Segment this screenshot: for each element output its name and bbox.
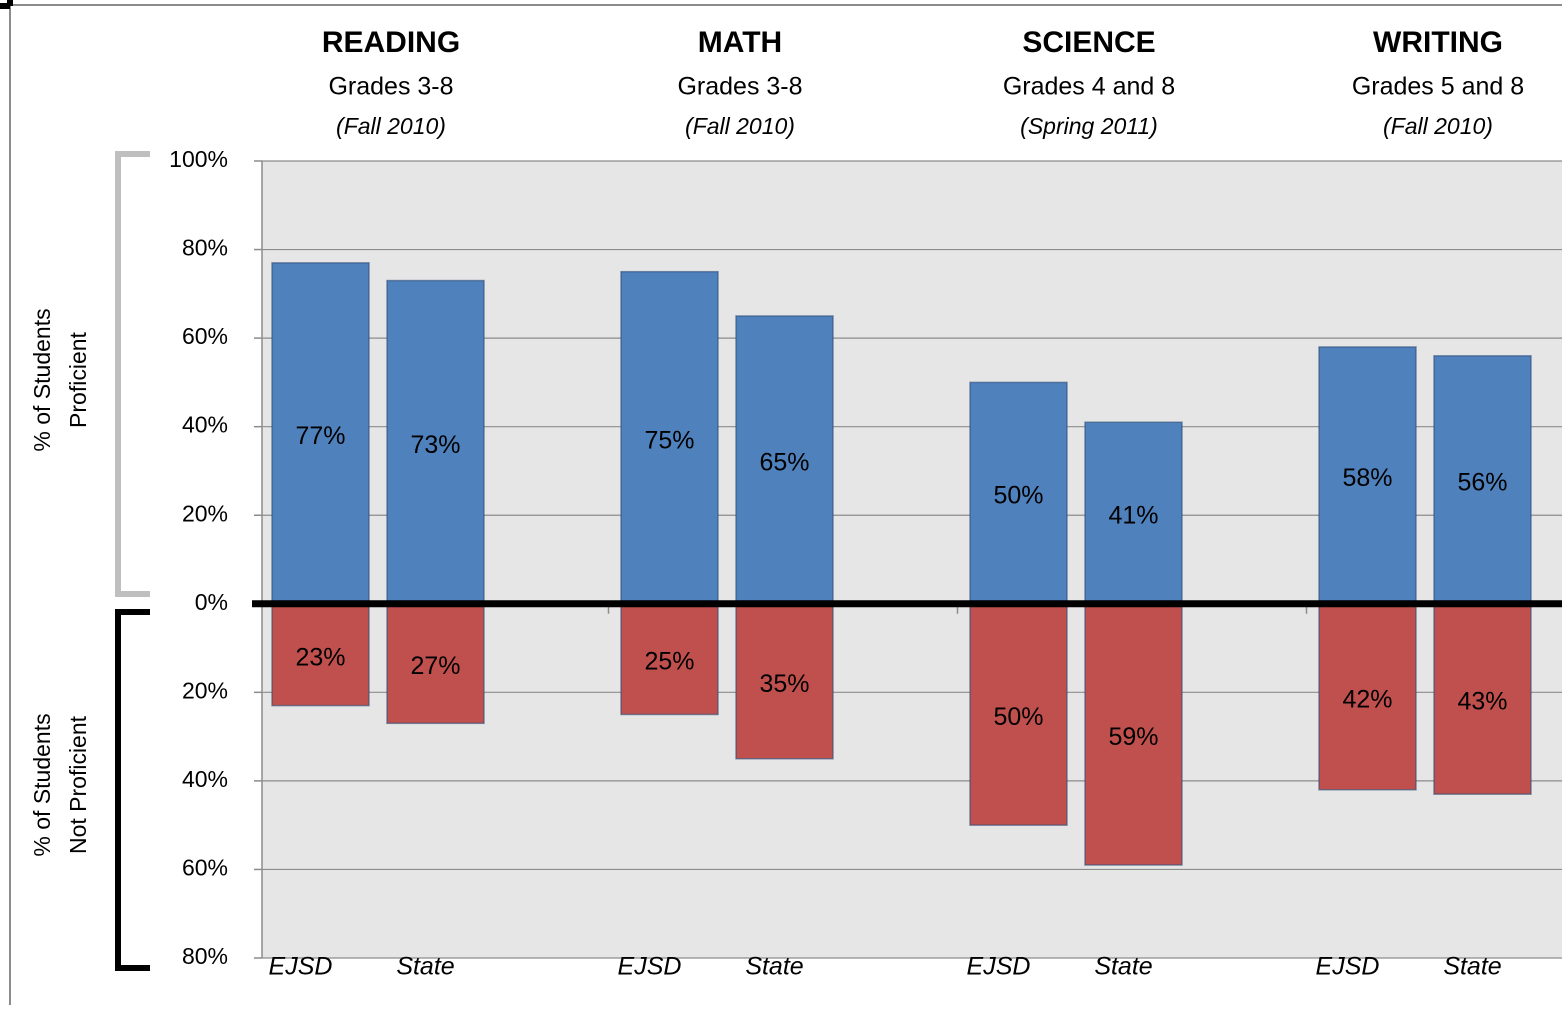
x-tick-label: EJSD <box>618 953 682 981</box>
y-tick-label: 100% <box>169 146 228 172</box>
group-period: (Fall 2010) <box>1383 113 1493 139</box>
bar <box>735 603 834 760</box>
bar <box>386 279 485 605</box>
bracket-top <box>115 151 150 597</box>
y-label-top: % of Students Proficient <box>29 308 91 451</box>
value-label: 27% <box>410 652 460 680</box>
value-label: 65% <box>759 448 809 476</box>
bar <box>1433 355 1532 605</box>
group-period: (Fall 2010) <box>685 113 795 139</box>
group-subject: WRITING <box>1373 26 1503 59</box>
y-tick-label: 0% <box>195 589 228 615</box>
bar <box>386 603 485 725</box>
frame <box>9 4 1562 1010</box>
y-tick-label: 60% <box>182 323 228 349</box>
value-label: 59% <box>1108 723 1158 751</box>
y-axis-title: % of Students Not Proficient <box>29 713 91 856</box>
y-label-bottom: % of Students Not Proficient <box>29 713 91 856</box>
corner-mark <box>0 0 13 9</box>
y-tick-label: 60% <box>182 855 228 881</box>
y-tick-label: 40% <box>182 412 228 438</box>
value-label: 23% <box>295 643 345 671</box>
x-tick-label: State <box>745 953 803 981</box>
group-subject: SCIENCE <box>1022 26 1155 59</box>
bar <box>735 315 834 605</box>
bar <box>271 603 370 707</box>
value-label: 56% <box>1457 468 1507 496</box>
value-label: 25% <box>644 648 694 676</box>
group-grades: Grades 3-8 <box>677 73 802 101</box>
value-label: 50% <box>993 703 1043 731</box>
bar <box>1084 603 1183 866</box>
value-label: 58% <box>1342 464 1392 492</box>
y-tick-label: 20% <box>182 677 228 703</box>
value-label: 73% <box>410 431 460 459</box>
bar <box>620 603 719 716</box>
y-tick-label: 80% <box>182 943 228 969</box>
y-tick-label: 80% <box>182 235 228 261</box>
y-axis-title: % of Students Proficient <box>29 308 91 451</box>
value-label: 77% <box>295 422 345 450</box>
group-subject: MATH <box>698 26 782 59</box>
value-label: 50% <box>993 482 1043 510</box>
value-label: 43% <box>1457 688 1507 716</box>
x-tick-label: EJSD <box>967 953 1031 981</box>
y-tick-label: 40% <box>182 766 228 792</box>
bar <box>1318 346 1417 605</box>
bracket-bottom <box>115 609 150 971</box>
group-grades: Grades 5 and 8 <box>1352 73 1524 101</box>
value-label: 35% <box>759 670 809 698</box>
x-tick-label: EJSD <box>1316 953 1380 981</box>
y-tick-label: 20% <box>182 500 228 526</box>
group-grades: Grades 3-8 <box>328 73 453 101</box>
x-tick-label: State <box>396 953 454 981</box>
bar <box>620 270 719 605</box>
value-label: 42% <box>1342 685 1392 713</box>
group-grades: Grades 4 and 8 <box>1003 73 1175 101</box>
bar <box>969 381 1068 605</box>
group-subject: READING <box>322 26 460 59</box>
x-tick-label: State <box>1443 953 1501 981</box>
x-tick-label: State <box>1094 953 1152 981</box>
bar <box>1318 603 1417 791</box>
group-period: (Spring 2011) <box>1020 113 1158 139</box>
group-period: (Fall 2010) <box>336 113 446 139</box>
value-label: 75% <box>644 426 694 454</box>
value-label: 41% <box>1108 502 1158 530</box>
x-tick-label: EJSD <box>269 953 333 981</box>
bar <box>969 603 1068 826</box>
